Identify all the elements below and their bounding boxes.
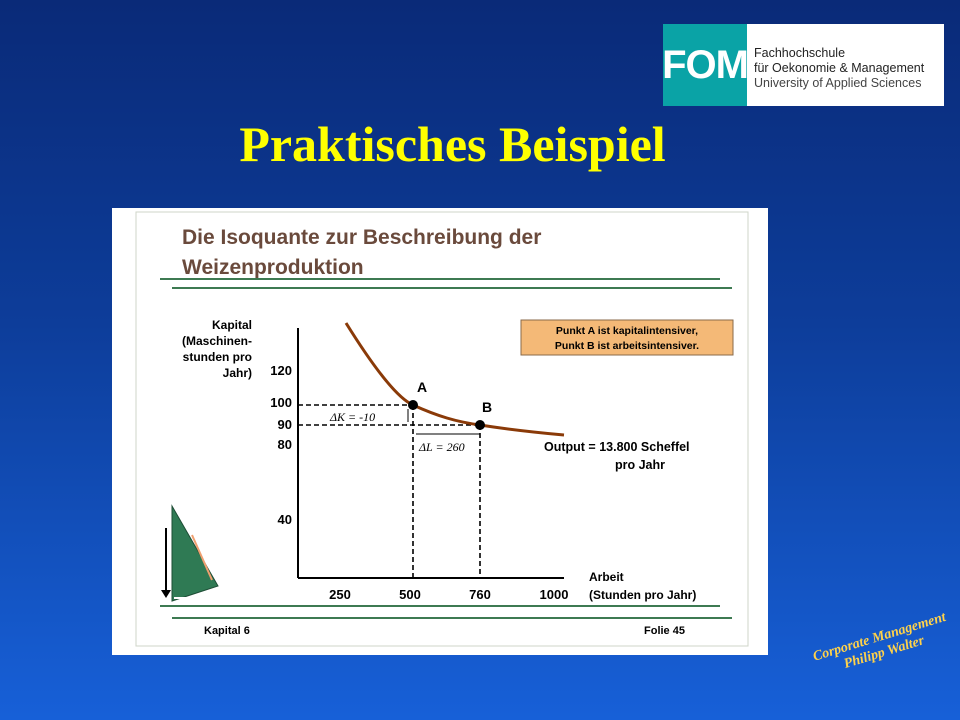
delta-k-label: ΔK = -10 — [329, 410, 375, 424]
point-a-marker — [408, 400, 418, 410]
logo-mark: FOM — [662, 24, 749, 106]
footer-right: Folie 45 — [644, 625, 685, 637]
isoquant-curve — [344, 322, 565, 437]
slide-title: Praktisches Beispiel — [239, 116, 666, 172]
logo-line-1: Fachhochschule — [754, 45, 846, 60]
x-tick-label-760: 760 — [469, 587, 491, 602]
y-tick-label-80: 80 — [278, 437, 292, 452]
y-axis-label-4: Jahr) — [223, 366, 252, 380]
y-tick-label-100: 100 — [270, 395, 292, 410]
logo-line-2: für Oekonomie & Management — [754, 60, 925, 75]
isoquant-chart: Die Isoquante zur Beschreibung der Weize… — [135, 211, 749, 647]
x-tick-label-1000: 1000 — [540, 587, 569, 602]
point-b-label: B — [482, 399, 492, 415]
y-tick-label-120: 120 — [270, 363, 292, 378]
logo-text: Fachhochschule für Oekonomie & Managemen… — [747, 24, 944, 106]
y-tick-label-90: 90 — [278, 417, 292, 432]
isoquant-label-2: pro Jahr — [615, 458, 665, 472]
logo-line-3: University of Applied Sciences — [754, 75, 922, 90]
signature: Corporate Management Philipp Walter — [796, 605, 960, 685]
panel-heading-2: Weizenproduktion — [182, 256, 364, 279]
decorative-arrow-down-head — [161, 590, 171, 598]
panel-frame — [135, 211, 749, 647]
point-b-marker — [475, 420, 485, 430]
panel-heading-1: Die Isoquante zur Beschreibung der — [182, 226, 541, 249]
x-axis-label-1: Arbeit — [589, 570, 624, 584]
note-line-2: Punkt B ist arbeitsintensiver. — [555, 340, 699, 352]
x-tick-label-500: 500 — [399, 587, 421, 602]
fom-logo: FOM Fachhochschule für Oekonomie & Manag… — [662, 24, 944, 106]
x-tick-label-250: 250 — [329, 587, 351, 602]
delta-l-label: ΔL = 260 — [418, 440, 465, 454]
y-tick-label-40: 40 — [278, 512, 292, 527]
footer-left: Kapital 6 — [204, 625, 250, 637]
point-a-label: A — [417, 379, 427, 395]
note-box — [520, 319, 734, 356]
isoquant-label-1: Output = 13.800 Scheffel — [544, 440, 690, 454]
note-line-1: Punkt A ist kapitalintensiver, — [556, 325, 698, 337]
decorative-arrow-diagonal — [191, 534, 213, 581]
y-axis-label-2: (Maschinen- — [182, 334, 252, 348]
y-axis-label-1: Kapital — [212, 318, 252, 332]
x-axis-label-2: (Stunden pro Jahr) — [589, 588, 696, 602]
decorative-triangle — [171, 504, 219, 602]
slide-image-panel: Die Isoquante zur Beschreibung der Weize… — [112, 208, 768, 655]
y-axis-label-3: stunden pro — [183, 350, 252, 364]
